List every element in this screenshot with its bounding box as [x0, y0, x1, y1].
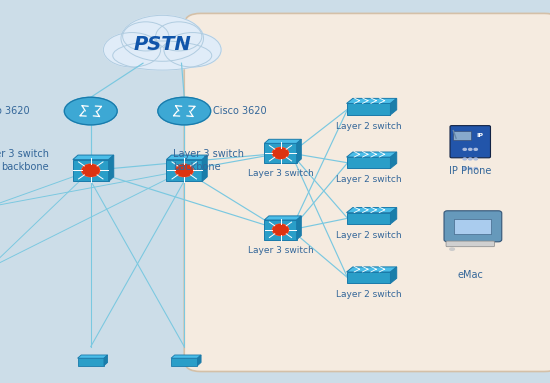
Text: Layer 3 switch
backbone: Layer 3 switch backbone: [0, 149, 49, 172]
Text: Layer 3 switch: Layer 3 switch: [248, 169, 314, 178]
Ellipse shape: [463, 167, 466, 169]
Polygon shape: [109, 155, 114, 181]
FancyBboxPatch shape: [450, 126, 491, 158]
Polygon shape: [73, 155, 114, 160]
Ellipse shape: [273, 148, 288, 159]
Text: Cisco 3620: Cisco 3620: [213, 106, 267, 116]
Ellipse shape: [474, 158, 477, 160]
Text: Layer 2 switch: Layer 2 switch: [336, 121, 402, 131]
Ellipse shape: [64, 97, 117, 125]
Polygon shape: [171, 358, 197, 366]
Ellipse shape: [469, 167, 472, 169]
Polygon shape: [346, 103, 390, 115]
Polygon shape: [166, 155, 207, 160]
Polygon shape: [346, 272, 390, 283]
Ellipse shape: [113, 41, 212, 70]
Ellipse shape: [469, 148, 472, 151]
Text: Layer 2 switch: Layer 2 switch: [336, 231, 402, 240]
Ellipse shape: [469, 158, 472, 160]
Polygon shape: [78, 358, 104, 366]
FancyBboxPatch shape: [446, 241, 494, 247]
Polygon shape: [197, 355, 201, 366]
Polygon shape: [346, 213, 390, 224]
Polygon shape: [390, 208, 397, 224]
Ellipse shape: [164, 33, 221, 67]
Ellipse shape: [82, 164, 100, 177]
Text: eMac: eMac: [457, 270, 483, 280]
Ellipse shape: [103, 33, 161, 67]
FancyBboxPatch shape: [184, 13, 550, 372]
Text: IP: IP: [477, 133, 484, 137]
Ellipse shape: [463, 158, 466, 160]
Polygon shape: [166, 160, 202, 181]
Polygon shape: [104, 355, 108, 366]
Text: Layer 2 switch: Layer 2 switch: [336, 175, 402, 184]
Polygon shape: [390, 98, 397, 115]
Ellipse shape: [82, 165, 99, 176]
Polygon shape: [346, 157, 390, 169]
Polygon shape: [390, 152, 397, 169]
Polygon shape: [296, 139, 301, 163]
Polygon shape: [265, 220, 296, 240]
Polygon shape: [265, 216, 301, 220]
Polygon shape: [171, 355, 201, 358]
Ellipse shape: [273, 224, 288, 235]
Ellipse shape: [272, 224, 289, 236]
Polygon shape: [390, 267, 397, 283]
Ellipse shape: [175, 164, 193, 177]
Polygon shape: [265, 143, 296, 163]
Ellipse shape: [176, 165, 192, 176]
Ellipse shape: [123, 22, 169, 51]
FancyBboxPatch shape: [444, 211, 502, 242]
Ellipse shape: [474, 167, 477, 169]
Ellipse shape: [272, 147, 289, 159]
Polygon shape: [202, 155, 207, 181]
Ellipse shape: [121, 15, 204, 61]
FancyBboxPatch shape: [454, 219, 491, 234]
Ellipse shape: [158, 97, 211, 125]
Polygon shape: [265, 139, 301, 143]
Text: Layer 3 switch
backbone: Layer 3 switch backbone: [173, 149, 244, 172]
Ellipse shape: [463, 148, 466, 151]
Ellipse shape: [156, 22, 202, 51]
Polygon shape: [296, 216, 301, 240]
Text: Cisco 3620: Cisco 3620: [0, 106, 30, 116]
Text: Layer 2 switch: Layer 2 switch: [336, 290, 402, 299]
Polygon shape: [346, 152, 397, 157]
Text: IP Phone: IP Phone: [449, 165, 492, 176]
FancyBboxPatch shape: [453, 131, 471, 140]
Ellipse shape: [450, 248, 454, 250]
Polygon shape: [346, 267, 397, 272]
Ellipse shape: [474, 148, 477, 151]
Polygon shape: [78, 355, 108, 358]
Text: PSTN: PSTN: [133, 35, 191, 54]
Polygon shape: [346, 208, 397, 213]
Polygon shape: [73, 160, 109, 181]
Text: Layer 3 switch: Layer 3 switch: [248, 246, 314, 255]
Polygon shape: [346, 98, 397, 103]
